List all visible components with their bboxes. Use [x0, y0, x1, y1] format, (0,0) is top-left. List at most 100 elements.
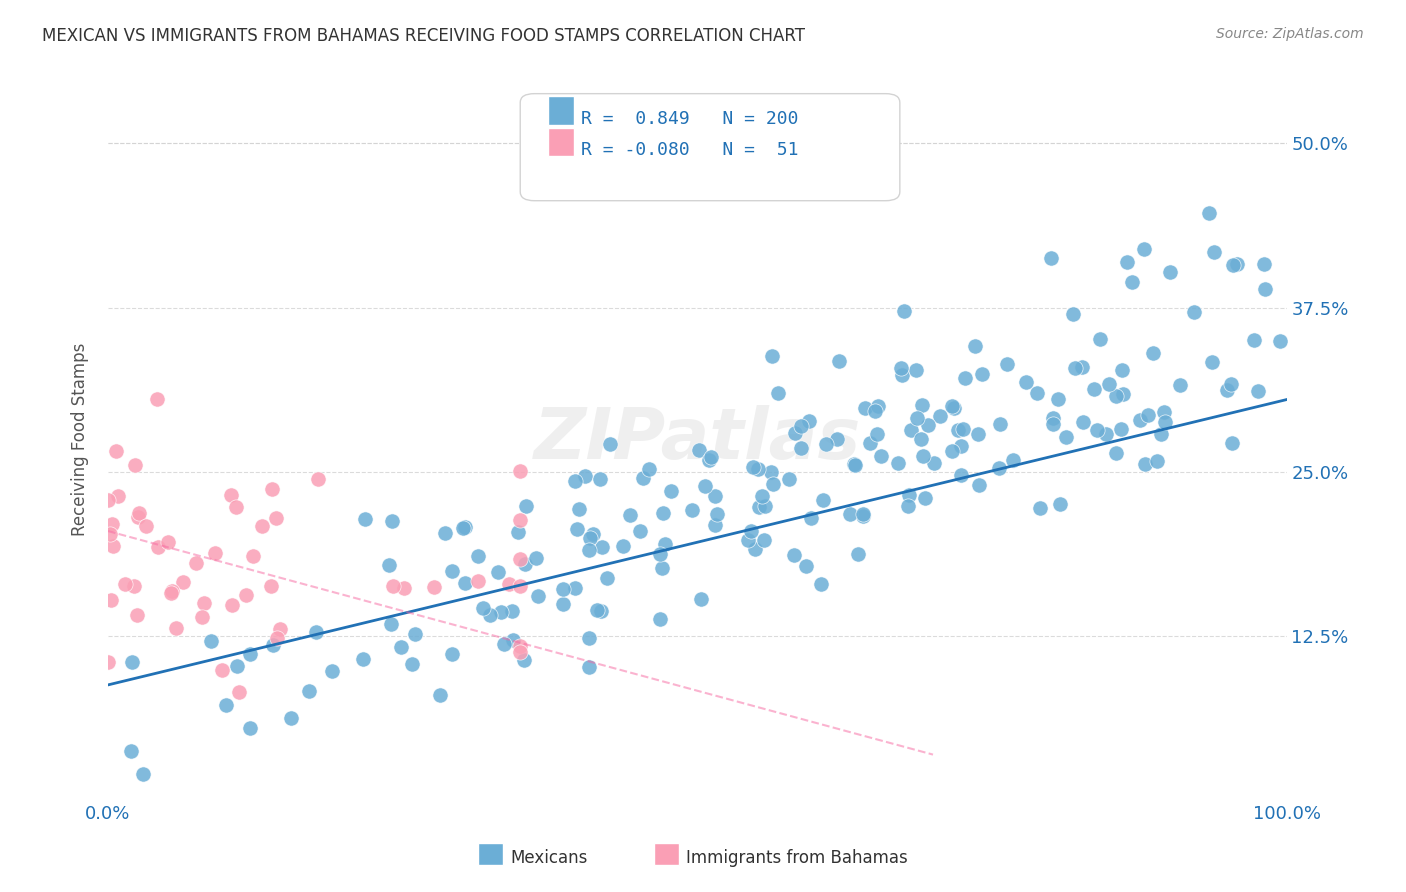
- Text: R =  0.849   N = 200: R = 0.849 N = 200: [581, 110, 799, 128]
- Point: [766, 386, 789, 401]
- Point: [688, 442, 710, 457]
- Point: [783, 425, 806, 440]
- Point: [492, 637, 515, 651]
- Point: [648, 612, 671, 626]
- Point: [97, 655, 120, 669]
- Point: [628, 524, 651, 538]
- Point: [105, 444, 128, 458]
- Point: [515, 500, 537, 514]
- Point: [551, 597, 574, 611]
- Point: [1182, 305, 1205, 319]
- Point: [1049, 497, 1071, 511]
- Point: [225, 500, 247, 515]
- Point: [972, 367, 994, 381]
- Point: [1153, 405, 1175, 419]
- Point: [1046, 392, 1069, 406]
- Point: [747, 500, 769, 515]
- Point: [307, 472, 329, 486]
- Point: [262, 638, 284, 652]
- Point: [1142, 346, 1164, 360]
- Point: [950, 439, 973, 453]
- Point: [266, 632, 288, 646]
- Point: [619, 508, 641, 522]
- Point: [1247, 384, 1270, 398]
- Point: [917, 418, 939, 433]
- Point: [929, 409, 952, 423]
- Point: [704, 490, 727, 504]
- Point: [509, 513, 531, 527]
- Point: [914, 491, 936, 505]
- Point: [578, 532, 600, 546]
- Point: [264, 511, 287, 525]
- Point: [280, 711, 302, 725]
- Point: [429, 688, 451, 702]
- Point: [1062, 307, 1084, 321]
- Point: [124, 458, 146, 472]
- Point: [509, 645, 531, 659]
- Point: [697, 453, 720, 467]
- Point: [401, 657, 423, 672]
- Point: [1111, 363, 1133, 377]
- Point: [827, 432, 849, 446]
- Point: [790, 419, 813, 434]
- Point: [912, 449, 935, 463]
- Point: [434, 525, 457, 540]
- Point: [122, 578, 145, 592]
- Point: [578, 631, 600, 645]
- Point: [890, 368, 912, 382]
- Point: [501, 604, 523, 618]
- Point: [828, 354, 851, 368]
- Point: [1028, 500, 1050, 515]
- Point: [761, 465, 783, 479]
- Point: [905, 411, 928, 425]
- Point: [922, 456, 945, 470]
- Point: [172, 574, 194, 589]
- Point: [654, 537, 676, 551]
- Point: [527, 589, 550, 603]
- Point: [1015, 375, 1038, 389]
- Point: [1042, 410, 1064, 425]
- Point: [839, 508, 862, 522]
- Point: [193, 596, 215, 610]
- Point: [941, 400, 963, 414]
- Point: [380, 617, 402, 632]
- Point: [695, 479, 717, 493]
- Text: R = -0.080   N =  51: R = -0.080 N = 51: [581, 141, 799, 159]
- Point: [377, 558, 399, 573]
- Point: [596, 572, 619, 586]
- Point: [1063, 361, 1085, 376]
- Point: [120, 744, 142, 758]
- Point: [160, 584, 183, 599]
- Point: [681, 503, 703, 517]
- Point: [811, 493, 834, 508]
- Point: [761, 476, 783, 491]
- Point: [101, 539, 124, 553]
- Point: [513, 557, 536, 571]
- Point: [904, 363, 927, 377]
- Point: [467, 574, 489, 588]
- Point: [191, 610, 214, 624]
- Point: [741, 459, 763, 474]
- Point: [186, 556, 208, 570]
- Point: [1168, 377, 1191, 392]
- Point: [568, 501, 591, 516]
- Text: Source: ZipAtlas.com: Source: ZipAtlas.com: [1216, 27, 1364, 41]
- Point: [128, 506, 150, 520]
- Point: [890, 360, 912, 375]
- Point: [778, 472, 800, 486]
- Y-axis label: Receiving Food Stamps: Receiving Food Stamps: [72, 343, 89, 536]
- Point: [761, 349, 783, 363]
- Point: [1109, 422, 1132, 436]
- Point: [298, 684, 321, 698]
- Point: [799, 415, 821, 429]
- Point: [564, 581, 586, 595]
- Point: [900, 423, 922, 437]
- Point: [553, 582, 575, 597]
- Point: [404, 627, 426, 641]
- Point: [844, 458, 866, 473]
- Point: [121, 655, 143, 669]
- Point: [852, 508, 875, 522]
- Point: [100, 593, 122, 607]
- Point: [747, 462, 769, 476]
- Point: [242, 549, 264, 563]
